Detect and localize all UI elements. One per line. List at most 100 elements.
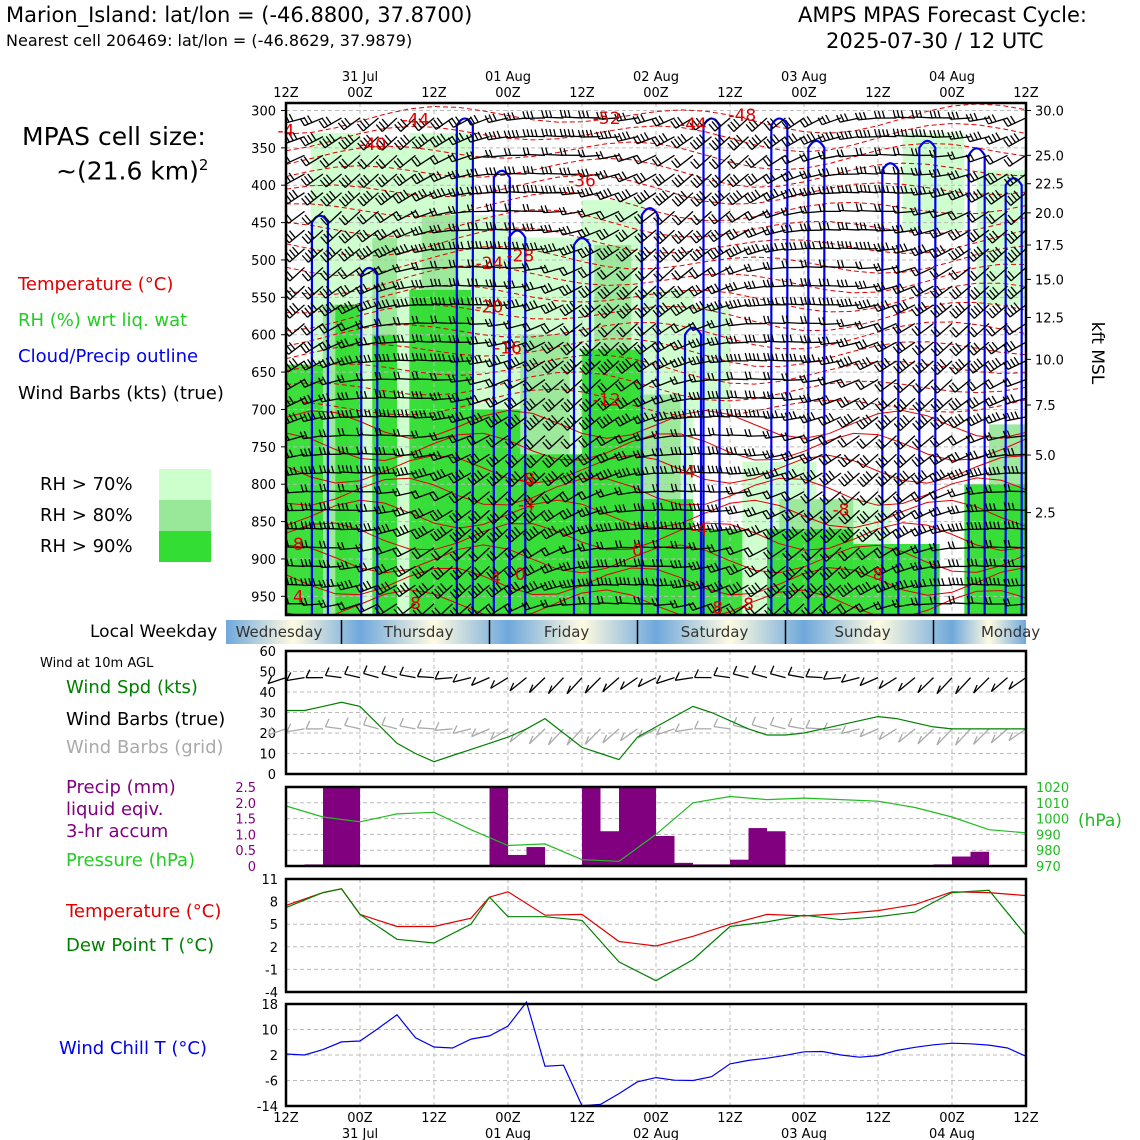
wind-barb-feather [915, 383, 923, 391]
wind-barb-feather [863, 241, 867, 250]
wind-barb-feather [952, 345, 960, 354]
wind-barb-feather [751, 227, 757, 235]
wind-barb-feather [451, 118, 458, 126]
wind-barb-feather [858, 340, 864, 349]
wind-barb-feather [973, 396, 980, 405]
wind-barb-feather [677, 116, 684, 125]
wind-barb-feather [656, 270, 664, 279]
wind-barb-feather [378, 427, 382, 436]
wind-barb-feather [910, 148, 915, 156]
wind-barb-feather [378, 466, 382, 474]
wind-barb-shaft [659, 248, 675, 263]
wind-barb-feather [1011, 465, 1015, 474]
wind-barb-feather [659, 466, 664, 474]
wind-barb-feather [651, 138, 658, 147]
wind-barb-feather [367, 354, 372, 362]
wind-barb-feather [415, 371, 419, 380]
wind-barb-feather [991, 133, 997, 142]
wind-barb-feather [606, 188, 613, 196]
wind-barb-feather [825, 395, 831, 403]
wind-barb-shaft [729, 528, 749, 535]
wind-barb-feather [600, 111, 604, 119]
wind-barb-feather [581, 169, 586, 177]
wind-barb-shaft [603, 360, 620, 375]
wind-barb-feather [732, 192, 740, 201]
wind-barb-feather [799, 455, 806, 464]
wind-barb-feather [299, 598, 304, 606]
wind-barb-feather [1007, 252, 1015, 261]
wind-barb-grid [620, 728, 638, 742]
wind-barb-feather [422, 467, 427, 476]
wind-barb-grid [751, 724, 768, 730]
wind-barb-feather [947, 472, 953, 480]
wind-barb-feather [336, 306, 343, 315]
wind-barb-feather [939, 414, 947, 423]
wind-barb-feather [433, 511, 440, 520]
cloud-outline [918, 139, 937, 615]
wind-barb-feather [636, 174, 643, 183]
wind-barb-feather [429, 513, 437, 522]
wind-barb-feather [397, 121, 405, 130]
wind-barb-feather [430, 334, 434, 342]
wind-barb-feather [489, 240, 493, 249]
wind-barb-feather [375, 161, 383, 170]
wind-barb-feather [747, 263, 752, 272]
wind-barb-feather [655, 342, 662, 351]
wind-barb-feather [680, 190, 688, 199]
wind-barb-feather [899, 360, 907, 369]
wind-barb-feather [503, 361, 509, 370]
wind-barb-feather [581, 419, 589, 428]
wind-barb-shaft [433, 453, 453, 462]
wind-barb-feather [436, 171, 442, 179]
wind-barb-shaft [435, 509, 453, 522]
wind-barb-shaft [729, 285, 749, 292]
wind-barb-feather [1006, 377, 1012, 386]
wind-barb-feather [902, 525, 909, 534]
top-hour-label: 00Z [643, 86, 669, 101]
wind-barb-feather [432, 451, 438, 460]
wind-barb-feather [738, 409, 742, 417]
wind-barb-feather [769, 136, 777, 145]
wind-barb-feather [359, 484, 364, 493]
wind-barb-feather [540, 306, 546, 314]
wind-barb-feather [977, 131, 982, 139]
wind-barb-shaft [306, 173, 324, 187]
wind-barb-shaft [306, 304, 324, 318]
wind-barb-shaft [895, 584, 916, 591]
wind-barb-feather [513, 414, 521, 423]
temperature-label: 8 [293, 535, 304, 555]
wind-barb-feather [918, 167, 923, 175]
wind-barb-feather [322, 447, 327, 455]
wind-barb-feather [780, 156, 787, 165]
wind-barb-feather [414, 529, 421, 538]
wind-barb-feather [534, 185, 538, 193]
wind-barb-feather [359, 267, 365, 276]
wind-barb-feather [877, 494, 885, 503]
wind-barb-feather [299, 397, 305, 405]
wind-barb-feather [466, 377, 471, 385]
wind-barb-feather [310, 246, 318, 255]
wind-barb-feather [669, 394, 674, 402]
wind-barb-feather [855, 222, 859, 230]
temperature-contour-dashed [286, 122, 1026, 153]
wind-barb-feather [882, 185, 886, 193]
wind-barb-feather [566, 508, 572, 517]
wind-barb-feather [286, 270, 294, 279]
wind-barb-feather [475, 278, 479, 286]
wind-barb-feather [844, 473, 851, 482]
wind-barb-feather [736, 134, 744, 143]
wind-barb-feather [640, 172, 647, 181]
wind-barb-shaft [677, 229, 694, 245]
wind-barb-feather [525, 242, 530, 251]
wind-barb-feather [559, 598, 563, 606]
wind-barb-feather [604, 577, 608, 585]
wind-barb-feather [659, 447, 664, 456]
wind-barb-feather [728, 248, 735, 256]
wind-barb-feather [840, 604, 847, 613]
wind-barb-feather [308, 559, 312, 567]
wind-barb-shaft [844, 528, 860, 544]
wind-barb-feather [300, 345, 307, 354]
wind-barb-feather [618, 363, 626, 372]
wind-barb-shaft [694, 266, 712, 280]
weekday-name: Thursday [383, 623, 454, 641]
